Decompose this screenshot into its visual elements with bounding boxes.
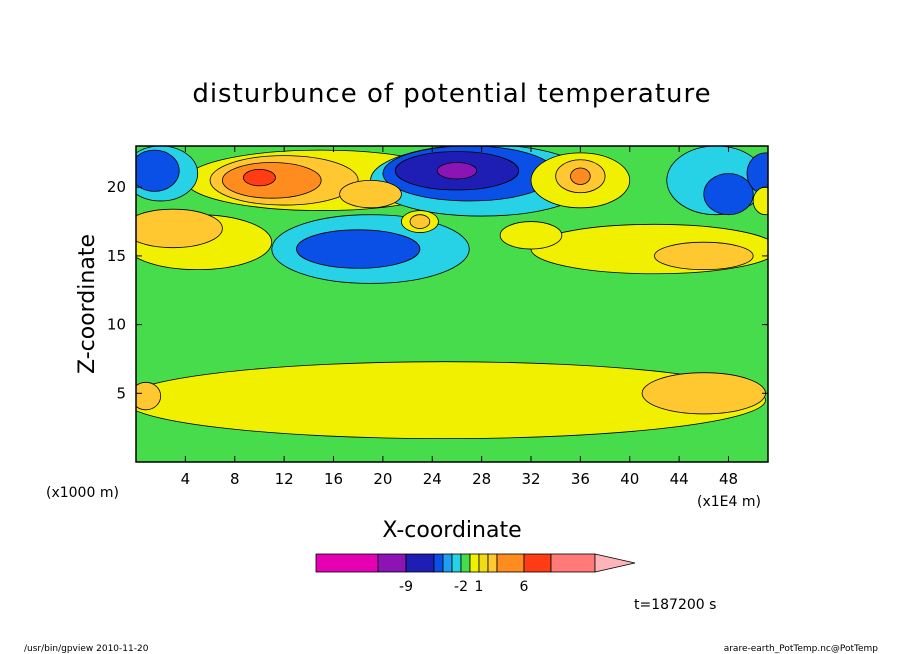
- x-unit-label: (x1000 m): [46, 485, 119, 501]
- x-tick-label: 8: [230, 470, 240, 488]
- time-label: t=187200 s: [634, 597, 716, 613]
- colorbar-tick-label: -9: [399, 579, 413, 595]
- colorbar-segment: [442, 553, 453, 573]
- x-tick-label: 28: [472, 470, 491, 488]
- contour-blob-yellow: [499, 221, 563, 250]
- colorbar-segment: [405, 553, 435, 573]
- footer-right: arare-earth_PotTemp.nc@PotTemp: [724, 644, 879, 654]
- colorbar-segment: [487, 553, 498, 573]
- x-tick-label: 32: [521, 470, 540, 488]
- y-tick-label: 10: [107, 316, 126, 334]
- x-tick-label: 16: [324, 470, 343, 488]
- y-tick-label: 5: [116, 384, 126, 402]
- contour-blob-orange-light: [339, 179, 402, 209]
- y-axis-ticks: 5 10 15 20: [107, 178, 768, 402]
- contour-blob-yellow: [136, 361, 766, 440]
- colorbar-tick-label: 6: [520, 579, 529, 595]
- x-axis-label: X-coordinate: [382, 518, 521, 543]
- x-tick-label: 44: [670, 470, 689, 488]
- colorbar-arrow: [594, 553, 636, 573]
- colorbar-segment: [523, 553, 552, 573]
- x-scale-label: (x1E4 m): [697, 494, 761, 510]
- contour-blob-blue: [296, 229, 421, 269]
- contour-blob-orange-light: [136, 381, 162, 411]
- contour-blob-orange-light: [654, 241, 754, 271]
- contour-blob-red: [242, 168, 276, 187]
- plot-frame: [135, 145, 769, 463]
- y-axis-label: Z-coordinate: [75, 234, 100, 374]
- y-tick-label: 20: [107, 178, 126, 196]
- contour-field: [136, 146, 768, 462]
- contour-blob-blue: [703, 173, 754, 216]
- contour-blob-orange-light: [409, 214, 431, 229]
- contour-blob-blue: [136, 149, 180, 192]
- contour-blob-purple: [436, 162, 478, 180]
- x-axis-ticks: 4 8 12 16 20 24 28 32 36 40 44 48: [181, 146, 738, 488]
- colorbar-segment: [496, 553, 525, 573]
- footer-left: /usr/bin/gpview 2010-11-20: [24, 644, 149, 654]
- colorbar-segment: [315, 553, 379, 573]
- colorbar-segment: [550, 553, 596, 573]
- x-tick-label: 20: [373, 470, 392, 488]
- x-tick-label: 4: [181, 470, 191, 488]
- colorbar-tick-labels: -9 -2 1 6: [399, 579, 529, 595]
- x-tick-label: 40: [620, 470, 639, 488]
- colorbar-segment: [433, 553, 444, 573]
- colorbar-segment: [451, 553, 462, 573]
- colorbar-tick-label: -2: [454, 579, 468, 595]
- x-tick-label: 36: [571, 470, 590, 488]
- x-tick-label: 48: [719, 470, 738, 488]
- x-tick-label: 12: [275, 470, 294, 488]
- colorbar: [315, 553, 636, 573]
- colorbar-segment: [478, 553, 489, 573]
- colorbar-segment: [377, 553, 407, 573]
- contour-blob-orange-light: [136, 208, 223, 249]
- x-tick-label: 24: [423, 470, 442, 488]
- contour-blob-orange-light: [641, 372, 766, 415]
- colorbar-segment: [469, 553, 480, 573]
- contour-blob-yellow: [752, 186, 768, 216]
- chart-title: disturbunce of potential temperature: [192, 79, 711, 109]
- colorbar-segment: [460, 553, 471, 573]
- colorbar-tick-label: 1: [475, 579, 484, 595]
- y-tick-label: 15: [107, 247, 126, 265]
- contour-blob-orange: [570, 167, 591, 185]
